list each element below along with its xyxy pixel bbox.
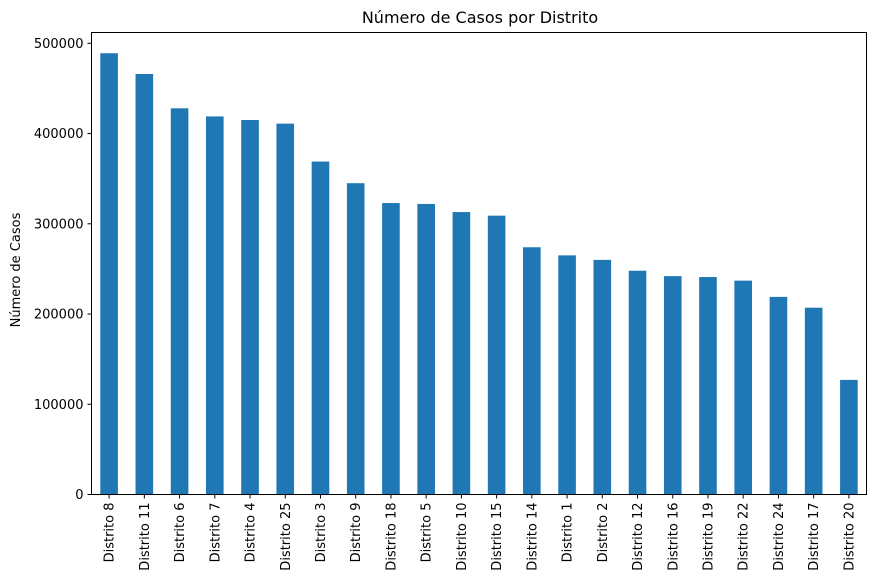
- bar-distrito-3: [311, 161, 330, 495]
- y-tick-label: 300000: [34, 217, 84, 232]
- x-tick-label: Distrito 22: [737, 503, 752, 571]
- x-tick-label: Distrito 14: [525, 503, 540, 571]
- bar-distrito-6: [170, 108, 189, 495]
- bar-distrito-20: [840, 379, 858, 495]
- x-tick-label: Distrito 3: [314, 503, 329, 563]
- bar-distrito-9: [346, 183, 365, 495]
- x-tick-label: Distrito 11: [138, 503, 153, 571]
- x-tick-label: Distrito 4: [244, 503, 259, 563]
- bars-group: [100, 53, 858, 495]
- bar-distrito-24: [769, 296, 788, 495]
- x-tick-label: Distrito 6: [173, 503, 188, 563]
- bar-distrito-7: [205, 116, 224, 495]
- x-tick-label: Distrito 19: [701, 503, 716, 571]
- bar-distrito-14: [523, 247, 541, 495]
- x-tick-label: Distrito 2: [596, 503, 611, 563]
- bar-distrito-15: [487, 215, 506, 495]
- bar-distrito-10: [452, 212, 471, 495]
- x-tick-label: Distrito 8: [103, 503, 118, 563]
- x-tick-label: Distrito 18: [384, 503, 399, 571]
- bar-distrito-1: [558, 255, 576, 495]
- chart-title: Número de Casos por Distrito: [362, 8, 598, 27]
- bar-distrito-17: [804, 307, 823, 495]
- y-tick-label: 0: [75, 488, 83, 503]
- x-tick-label: Distrito 25: [279, 503, 294, 571]
- bar-distrito-8: [100, 53, 118, 495]
- bar-distrito-25: [276, 123, 295, 495]
- y-axis-label: Número de Casos: [9, 212, 24, 327]
- bar-distrito-2: [593, 259, 612, 495]
- bar-distrito-4: [241, 120, 259, 495]
- x-tick-label: Distrito 15: [490, 503, 505, 571]
- bar-distrito-5: [417, 203, 435, 495]
- x-tick-label: Distrito 10: [455, 503, 470, 571]
- y-tick-label: 400000: [34, 127, 84, 142]
- bar-distrito-12: [628, 270, 647, 495]
- x-tick-label: Distrito 1: [561, 503, 576, 563]
- x-tick-label: Distrito 20: [842, 503, 857, 571]
- x-tick-label: Distrito 12: [631, 503, 646, 571]
- bar-distrito-18: [382, 203, 400, 495]
- x-tick-label: Distrito 17: [807, 503, 822, 571]
- x-axis: Distrito 8 Distrito 11 Distrito 6 Distrito …: [103, 494, 857, 571]
- x-tick-label: Distrito 7: [208, 503, 223, 563]
- bar-distrito-11: [135, 74, 154, 495]
- bar-distrito-16: [663, 276, 682, 495]
- bar-distrito-19: [699, 277, 717, 495]
- bar-distrito-22: [734, 280, 753, 495]
- x-tick-label: Distrito 16: [666, 503, 681, 571]
- y-axis: 0 100000 200000 300000 400000 500000: [34, 37, 92, 503]
- x-tick-label: Distrito 9: [349, 503, 364, 563]
- y-tick-label: 500000: [34, 37, 84, 52]
- x-tick-label: Distrito 24: [772, 503, 787, 571]
- y-tick-label: 200000: [34, 308, 84, 323]
- x-tick-label: Distrito 5: [420, 503, 435, 563]
- plot-frame: [91, 32, 867, 495]
- y-tick-label: 100000: [34, 398, 84, 413]
